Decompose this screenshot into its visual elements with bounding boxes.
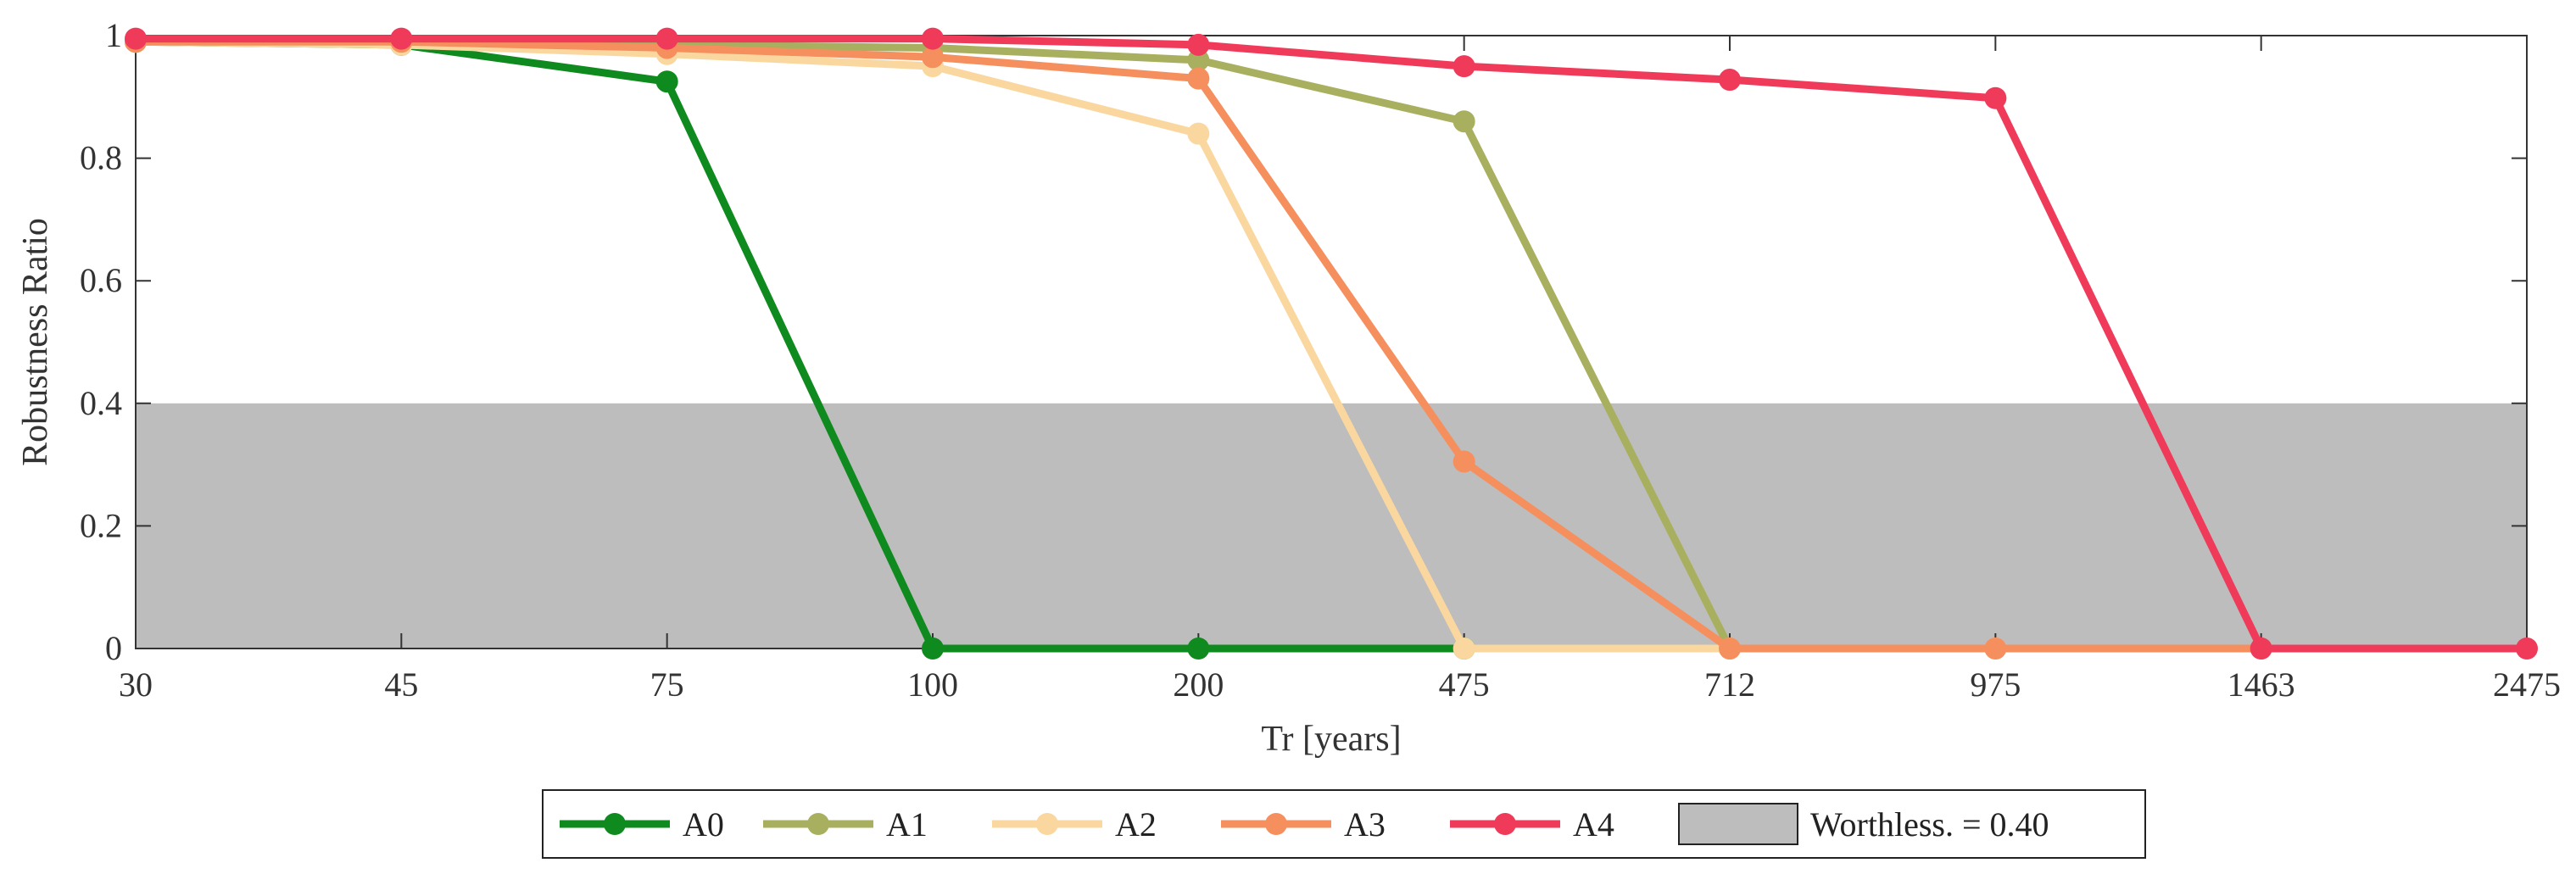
data-point-a1 <box>1452 110 1475 133</box>
x-tick-label: 75 <box>650 665 684 704</box>
legend-entry-a2: A2 <box>992 805 1157 843</box>
data-point-a1 <box>1187 48 1210 71</box>
legend-entry-a0: A0 <box>560 805 724 843</box>
data-point-a4 <box>1452 55 1475 78</box>
x-tick-label: 2475 <box>2493 665 2561 704</box>
legend-swatch-marker <box>604 813 626 835</box>
y-tick-label: 0.6 <box>80 261 122 299</box>
y-tick-label: 0.8 <box>80 139 122 177</box>
data-point-a4 <box>1719 69 1741 92</box>
legend-label: A2 <box>1115 805 1157 843</box>
y-tick-label: 0.4 <box>80 384 122 422</box>
legend-entry-worthless: Worthless. = 0.40 <box>1678 803 2049 845</box>
data-point-a0 <box>655 70 678 93</box>
x-tick-label: 100 <box>907 665 958 704</box>
legend-label: A0 <box>683 805 724 843</box>
legend-label: A3 <box>1344 805 1386 843</box>
data-point-a4 <box>2516 637 2538 660</box>
data-point-a2 <box>1187 122 1210 145</box>
data-point-a3 <box>1719 637 1741 660</box>
x-tick-label: 712 <box>1704 665 1755 704</box>
legend-entry-a1: A1 <box>763 805 928 843</box>
legend-entry-a3: A3 <box>1221 805 1386 843</box>
legend-label: A4 <box>1573 805 1614 843</box>
data-point-a4 <box>655 27 678 50</box>
data-point-a0 <box>1187 637 1210 660</box>
x-tick-label: 475 <box>1439 665 1490 704</box>
series-line-a4 <box>131 35 2531 653</box>
legend-label: A1 <box>886 805 928 843</box>
legend-label: Worthless. = 0.40 <box>1810 805 2049 843</box>
y-tick-label: 0 <box>105 629 122 667</box>
data-point-a4 <box>2250 637 2272 660</box>
x-tick-label: 30 <box>119 665 153 704</box>
y-tick-label: 0.2 <box>80 506 122 544</box>
x-axis-title: Tr [years] <box>1261 720 1401 759</box>
data-point-a4 <box>390 27 413 50</box>
data-point-a3 <box>922 46 944 69</box>
y-tick-label: 1 <box>105 16 122 54</box>
legend-swatch-marker <box>807 813 829 835</box>
legend-swatch-marker <box>1036 813 1058 835</box>
legend-swatch-marker <box>1494 813 1516 835</box>
x-tick-label: 1463 <box>2228 665 2295 704</box>
x-tick-label: 975 <box>1970 665 2021 704</box>
y-axis-title: Robustness Ratio <box>16 218 55 466</box>
x-tick-label: 200 <box>1173 665 1224 704</box>
data-point-a2 <box>1452 637 1475 660</box>
x-tick-label: 45 <box>384 665 418 704</box>
legend-swatch-marker <box>1265 813 1287 835</box>
legend-entry-a4: A4 <box>1450 805 1614 843</box>
data-point-a3 <box>1984 637 2007 660</box>
data-point-a4 <box>922 27 944 50</box>
data-point-a4 <box>125 27 147 50</box>
data-point-a4 <box>1187 33 1210 56</box>
data-point-a3 <box>1452 450 1475 473</box>
data-point-a3 <box>1187 67 1210 90</box>
legend-swatch-band <box>1678 803 1798 845</box>
series-a4 <box>125 27 2538 660</box>
worthless-band <box>136 403 2527 649</box>
data-point-a4 <box>1984 86 2007 109</box>
data-point-a0 <box>922 637 944 660</box>
